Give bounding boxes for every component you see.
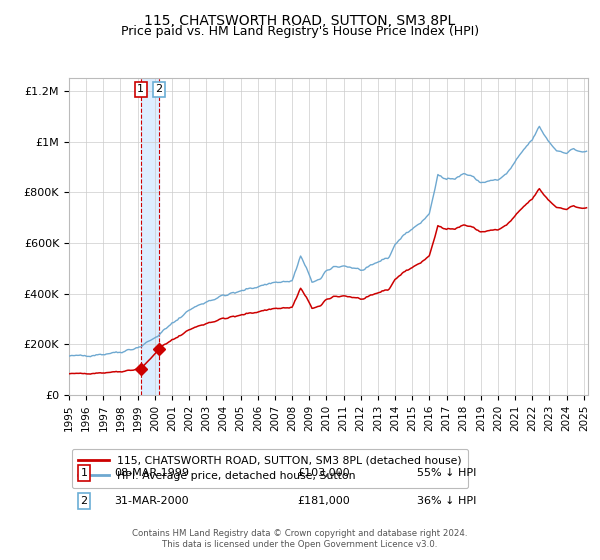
Text: 55% ↓ HPI: 55% ↓ HPI — [417, 468, 476, 478]
Text: £103,000: £103,000 — [297, 468, 350, 478]
Text: 2: 2 — [80, 496, 88, 506]
Text: 1: 1 — [80, 468, 88, 478]
Text: Contains HM Land Registry data © Crown copyright and database right 2024.: Contains HM Land Registry data © Crown c… — [132, 529, 468, 538]
Legend: 115, CHATSWORTH ROAD, SUTTON, SM3 8PL (detached house), HPI: Average price, deta: 115, CHATSWORTH ROAD, SUTTON, SM3 8PL (d… — [72, 449, 469, 488]
Text: 31-MAR-2000: 31-MAR-2000 — [114, 496, 188, 506]
Text: 115, CHATSWORTH ROAD, SUTTON, SM3 8PL: 115, CHATSWORTH ROAD, SUTTON, SM3 8PL — [145, 14, 455, 28]
Bar — [141, 78, 159, 395]
Text: 08-MAR-1999: 08-MAR-1999 — [114, 468, 189, 478]
Text: 2: 2 — [155, 85, 163, 95]
Text: This data is licensed under the Open Government Licence v3.0.: This data is licensed under the Open Gov… — [163, 540, 437, 549]
Text: 36% ↓ HPI: 36% ↓ HPI — [417, 496, 476, 506]
Text: £181,000: £181,000 — [297, 496, 350, 506]
Text: Price paid vs. HM Land Registry's House Price Index (HPI): Price paid vs. HM Land Registry's House … — [121, 25, 479, 38]
Text: 1: 1 — [137, 85, 144, 95]
